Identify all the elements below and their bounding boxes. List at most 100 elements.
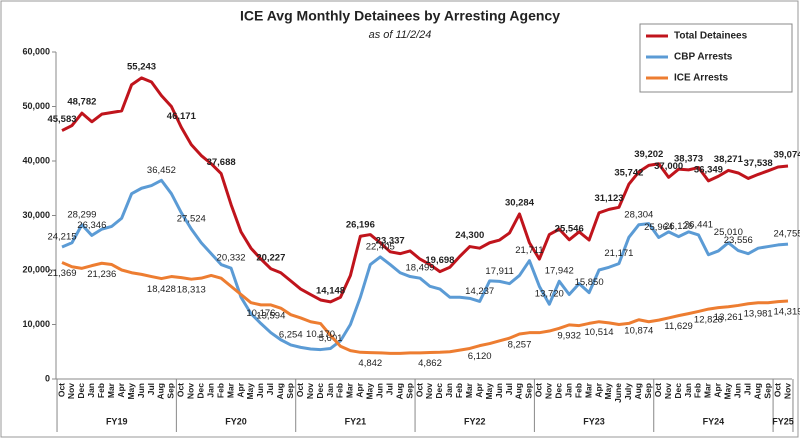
x-tick-label: Nov bbox=[544, 383, 554, 399]
x-tick-label: Aug bbox=[514, 383, 524, 400]
data-label: 10,170 bbox=[306, 329, 335, 340]
data-label: 21,711 bbox=[515, 245, 543, 256]
fiscal-year-label: FY23 bbox=[583, 416, 605, 426]
x-tick-label: Jun bbox=[733, 383, 743, 398]
x-tick-label: Apr bbox=[116, 382, 126, 397]
x-tick-label: Apr bbox=[593, 382, 603, 397]
data-label: 48,782 bbox=[67, 97, 96, 108]
data-label: 26,441 bbox=[684, 219, 713, 230]
x-tick-label: Jun bbox=[374, 383, 384, 398]
x-tick-label: Jul bbox=[384, 383, 394, 395]
x-tick-label: Jan bbox=[563, 383, 573, 398]
fiscal-year-label: FY20 bbox=[225, 416, 247, 426]
data-label: 45,583 bbox=[47, 114, 76, 125]
y-tick-label: 0 bbox=[45, 373, 50, 383]
x-tick-label: Dec bbox=[315, 383, 325, 399]
data-label: 35,742 bbox=[614, 168, 643, 179]
x-tick-label: Jan bbox=[205, 383, 215, 398]
y-tick-label: 40,000 bbox=[22, 155, 50, 165]
x-tick-label: Feb bbox=[215, 383, 225, 398]
fiscal-year-label: FY25 bbox=[772, 416, 794, 426]
data-label: 13,981 bbox=[744, 308, 773, 319]
data-label: 20,332 bbox=[217, 253, 246, 264]
data-label: 18,428 bbox=[147, 284, 176, 295]
data-label: 4,862 bbox=[418, 358, 442, 369]
x-tick-label: Sep bbox=[762, 383, 772, 399]
data-label: 18,313 bbox=[177, 285, 206, 296]
x-tick-label: Apr bbox=[474, 382, 484, 397]
x-tick-label: Dec bbox=[673, 383, 683, 399]
x-tick-label: Dec bbox=[76, 383, 86, 399]
data-label: 8,257 bbox=[508, 340, 532, 351]
x-tick-label: June bbox=[613, 383, 623, 403]
x-tick-label: Aug bbox=[275, 383, 285, 400]
data-label: 22,405 bbox=[366, 241, 395, 252]
data-label: 14,319 bbox=[773, 306, 800, 317]
data-label: 13,720 bbox=[535, 289, 564, 300]
x-tick-label: Sep bbox=[404, 383, 414, 399]
y-tick-label: 20,000 bbox=[22, 264, 50, 274]
x-tick-label: Oct bbox=[176, 383, 186, 397]
data-label: 55,243 bbox=[127, 61, 156, 72]
data-label: 36,452 bbox=[147, 165, 176, 176]
x-tick-label: Jul bbox=[146, 383, 156, 395]
x-tick-label: Feb bbox=[335, 383, 345, 398]
x-tick-label: Jan bbox=[444, 383, 454, 398]
data-label: 37,688 bbox=[207, 157, 236, 168]
data-label: 28,299 bbox=[67, 209, 96, 220]
data-label: 14,148 bbox=[316, 285, 345, 296]
x-tick-label: Jun bbox=[136, 383, 146, 398]
x-tick-label: Mar bbox=[106, 382, 116, 398]
data-label: 30,284 bbox=[505, 197, 535, 208]
data-label: 13,594 bbox=[256, 310, 285, 321]
data-label: 6,120 bbox=[468, 351, 492, 362]
data-label: 21,236 bbox=[87, 269, 116, 280]
series-line bbox=[61, 261, 789, 355]
x-tick-label: Jan bbox=[325, 383, 335, 398]
data-label: 19,698 bbox=[425, 255, 454, 266]
data-label: 25,964 bbox=[644, 222, 673, 233]
data-label: 23,337 bbox=[376, 235, 405, 246]
chart-title: ICE Avg Monthly Detainees by Arresting A… bbox=[240, 8, 560, 24]
x-tick-label: Jan bbox=[86, 383, 96, 398]
data-label: 4,842 bbox=[358, 358, 382, 369]
x-tick-label: May bbox=[126, 383, 136, 400]
data-label: 17,911 bbox=[485, 266, 513, 277]
data-label: 24,755 bbox=[773, 229, 800, 240]
data-label: 38,271 bbox=[714, 154, 744, 165]
x-tick-label: Nov bbox=[66, 383, 76, 399]
chart-subtitle: as of 11/2/24 bbox=[369, 29, 432, 41]
fiscal-year-label: FY19 bbox=[106, 416, 128, 426]
data-label: 39,202 bbox=[634, 149, 663, 160]
x-tick-label: Nov bbox=[782, 383, 792, 399]
data-label: 37,000 bbox=[654, 161, 683, 172]
data-label: 26,346 bbox=[77, 220, 106, 231]
x-tick-label: Mar bbox=[345, 382, 355, 398]
x-tick-label: May bbox=[365, 383, 375, 400]
x-tick-label: Mar bbox=[225, 382, 235, 398]
x-tick-label: Oct bbox=[653, 383, 663, 397]
x-tick-label: Dec bbox=[195, 383, 205, 399]
x-tick-label: May bbox=[603, 383, 613, 400]
data-label: 46,171 bbox=[167, 111, 197, 122]
x-tick-label: Feb bbox=[96, 383, 106, 398]
data-label: 21,369 bbox=[47, 268, 76, 279]
legend-label: ICE Arrests bbox=[674, 73, 729, 84]
x-tick-label: Nov bbox=[305, 383, 315, 399]
data-label: 14,237 bbox=[465, 286, 494, 297]
data-label: 24,215 bbox=[47, 232, 76, 243]
x-tick-label: Dec bbox=[554, 383, 564, 399]
data-label: 26,126 bbox=[664, 221, 693, 232]
x-tick-label: May bbox=[723, 383, 733, 400]
data-label: 38,373 bbox=[674, 153, 703, 164]
x-tick-label: Apr bbox=[235, 382, 245, 397]
data-label: 27,524 bbox=[177, 214, 206, 225]
data-label: 28,304 bbox=[624, 209, 653, 220]
x-tick-label: Jul bbox=[504, 383, 514, 395]
x-tick-label: Mar bbox=[703, 382, 713, 398]
data-label: 39,074 bbox=[773, 150, 800, 161]
x-tick-label: Dec bbox=[434, 383, 444, 399]
fiscal-year-label: FY24 bbox=[703, 416, 725, 426]
x-tick-label: Sep bbox=[524, 383, 534, 399]
